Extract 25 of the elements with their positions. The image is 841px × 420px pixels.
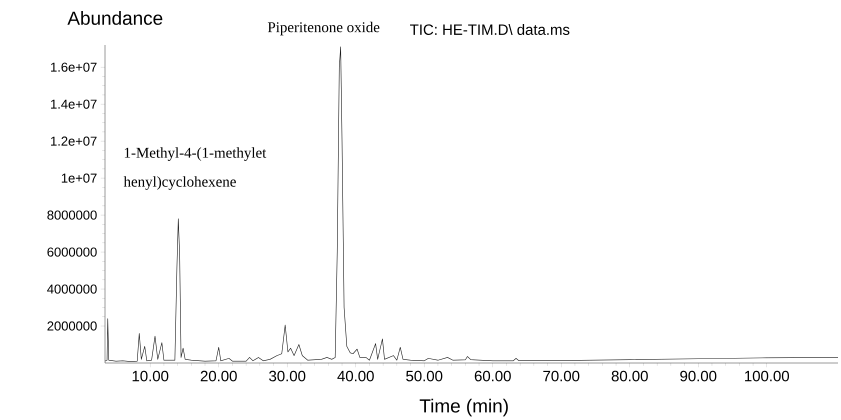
x-tick-label: 50.00 — [406, 370, 442, 382]
chart-title: TIC: HE-TIM.D\ data.ms — [410, 24, 570, 35]
x-tick-label: 100.00 — [745, 370, 790, 382]
annotation: henyl)cyclohexene — [124, 176, 236, 190]
y-tick-label: 2000000 — [47, 321, 97, 331]
x-tick-label: 80.00 — [612, 370, 648, 382]
annotation: Piperitenone oxide — [268, 22, 380, 36]
y-tick-label: 6000000 — [47, 247, 97, 257]
annotation: 1-Methyl-4-(1-methylet — [124, 147, 266, 161]
y-tick-label: 8000000 — [47, 210, 97, 220]
y-tick-label: 1e+07 — [62, 174, 97, 183]
x-tick-label: 40.00 — [337, 370, 374, 382]
line-series — [104, 46, 838, 362]
x-tick-label: 60.00 — [474, 370, 511, 382]
y-tick-label: 4000000 — [47, 284, 97, 294]
x-tick-label: 10.00 — [132, 370, 168, 382]
x-tick-label: 90.00 — [680, 370, 716, 382]
y-tick-label: 1.2e+07 — [51, 136, 97, 146]
x-tick-label: 30.00 — [269, 370, 306, 382]
y-tick-label: 1.6e+07 — [51, 62, 97, 72]
x-tick-label: 70.00 — [543, 370, 580, 382]
x-tick-label: 20.00 — [200, 370, 237, 382]
y-tick-label: 1.4e+07 — [51, 100, 97, 109]
y-axis-title: Abundance — [67, 11, 162, 25]
x-axis-title: Time (min) — [420, 398, 508, 416]
